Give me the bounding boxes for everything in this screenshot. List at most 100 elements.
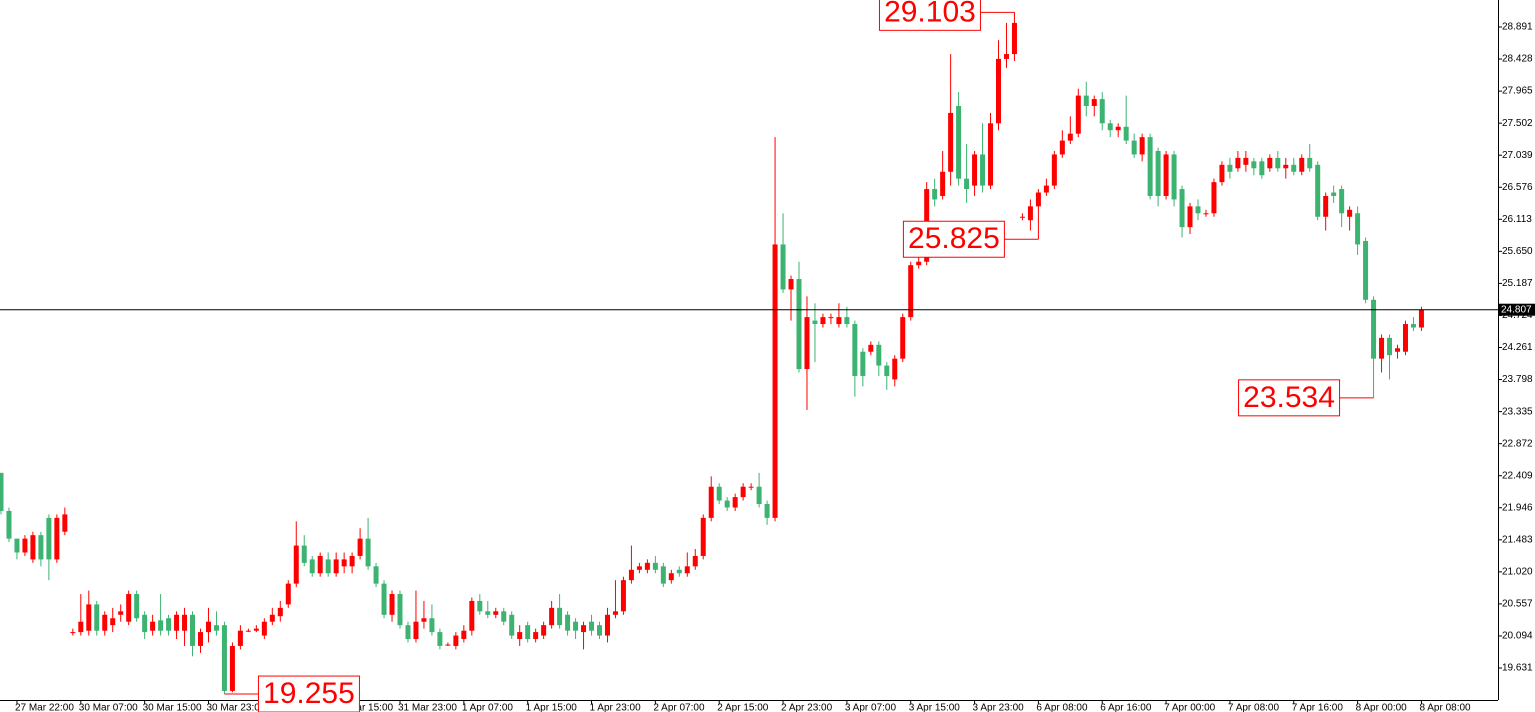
candle-body bbox=[996, 58, 1001, 124]
candle-body bbox=[988, 123, 994, 186]
candle-body bbox=[1227, 164, 1233, 172]
candle-body bbox=[900, 317, 906, 359]
candle-body bbox=[676, 569, 682, 574]
candle-body bbox=[1195, 206, 1201, 214]
candle-body bbox=[780, 244, 786, 290]
candle-body bbox=[581, 625, 587, 633]
candle-body bbox=[1251, 161, 1257, 169]
candle-body bbox=[525, 625, 531, 640]
annotation-box bbox=[878, 0, 981, 31]
candle-body bbox=[469, 600, 475, 631]
candle-body bbox=[1059, 140, 1065, 155]
candle-body bbox=[461, 630, 467, 640]
candle-body bbox=[828, 317, 834, 319]
candle-body bbox=[325, 559, 331, 574]
candle-body bbox=[421, 618, 427, 622]
candle-body bbox=[604, 614, 610, 636]
candle-body bbox=[1363, 240, 1369, 300]
candle-body bbox=[453, 635, 459, 646]
candle-body bbox=[277, 607, 283, 617]
candle-body bbox=[78, 621, 84, 633]
candle-body bbox=[1179, 189, 1185, 228]
x-tick-label: 1 Apr 15:00 bbox=[526, 703, 578, 712]
candle-body bbox=[940, 171, 946, 196]
candle-body bbox=[1147, 137, 1153, 196]
candle-body bbox=[1307, 157, 1313, 169]
annotation-label: 29.103 bbox=[884, 0, 976, 28]
x-tick-label: 2 Apr 23:00 bbox=[781, 703, 833, 712]
candle-body bbox=[1067, 133, 1073, 141]
candle-body bbox=[357, 538, 363, 556]
candle-body bbox=[445, 644, 451, 646]
y-tick-label: 25.650 bbox=[1502, 246, 1533, 257]
candle-body bbox=[1115, 126, 1121, 131]
candle-body bbox=[1035, 192, 1041, 207]
annotation-box bbox=[902, 220, 1005, 258]
candle-body bbox=[860, 351, 866, 376]
candle-body bbox=[932, 189, 938, 200]
candle-body bbox=[612, 611, 618, 615]
x-tick-label: 6 Apr 16:00 bbox=[1100, 703, 1152, 712]
x-tick-label: 8 Apr 00:00 bbox=[1356, 703, 1408, 712]
x-tick-label: 31 Mar 15:00 bbox=[334, 703, 393, 712]
candle-body bbox=[916, 261, 922, 266]
candle-body bbox=[301, 545, 307, 563]
candle-body bbox=[541, 625, 547, 636]
candle-body bbox=[1187, 206, 1193, 228]
candle-body bbox=[46, 517, 52, 560]
candle-body bbox=[285, 583, 291, 605]
candle-body bbox=[1355, 213, 1361, 245]
x-tick-label: 27 Mar 22:00 bbox=[15, 703, 74, 712]
y-tick-label: 28.428 bbox=[1502, 54, 1533, 65]
current-price-box bbox=[1498, 303, 1535, 316]
y-tick-label: 21.483 bbox=[1502, 534, 1533, 545]
candle-body bbox=[573, 621, 579, 631]
candle-body bbox=[110, 618, 116, 626]
x-tick-label: 30 Mar 15:00 bbox=[143, 703, 202, 712]
candle-body bbox=[365, 538, 371, 567]
candle-body bbox=[836, 317, 842, 325]
candle-body bbox=[134, 594, 140, 619]
x-tick-label: 8 Apr 08:00 bbox=[1419, 703, 1471, 712]
candle-body bbox=[1243, 157, 1249, 165]
candle-body bbox=[549, 607, 555, 626]
candle-body bbox=[30, 535, 36, 560]
annotation-label: 23.534 bbox=[1243, 381, 1335, 414]
candle-body bbox=[557, 607, 563, 626]
candle-body bbox=[1275, 157, 1281, 169]
candle-body bbox=[876, 344, 882, 366]
x-tick-label: 2 Apr 15:00 bbox=[717, 703, 769, 712]
y-tick-label: 23.798 bbox=[1502, 374, 1533, 385]
candle-body bbox=[261, 621, 267, 636]
candle-body bbox=[652, 562, 658, 570]
candle-body bbox=[389, 594, 395, 615]
candle-body bbox=[1395, 348, 1400, 352]
candle-body bbox=[253, 628, 259, 631]
y-tick-label: 22.872 bbox=[1502, 438, 1533, 449]
candle-body bbox=[820, 317, 826, 325]
candle-body bbox=[1219, 164, 1225, 183]
candle-body bbox=[38, 535, 44, 560]
candle-body bbox=[1091, 99, 1097, 106]
candle-body bbox=[660, 566, 666, 584]
candle-body bbox=[1131, 140, 1137, 155]
candle-body bbox=[1291, 164, 1297, 172]
candle-body bbox=[229, 645, 235, 691]
candle-body bbox=[1387, 337, 1393, 356]
current-price-label: 24.807 bbox=[1501, 304, 1532, 315]
candle-body bbox=[1043, 185, 1049, 193]
y-tick-label: 26.576 bbox=[1502, 182, 1533, 193]
candle-body bbox=[956, 105, 962, 179]
candle-body bbox=[692, 555, 698, 567]
candle-body bbox=[1235, 157, 1241, 169]
annotation-label: 25.825 bbox=[908, 222, 1000, 255]
candle-body bbox=[533, 632, 539, 640]
candle-body bbox=[724, 500, 730, 508]
candle-body bbox=[1418, 309, 1424, 328]
candle-body bbox=[1371, 299, 1377, 359]
candle-body bbox=[158, 620, 164, 631]
candle-body bbox=[756, 486, 762, 505]
candle-body bbox=[166, 618, 172, 631]
